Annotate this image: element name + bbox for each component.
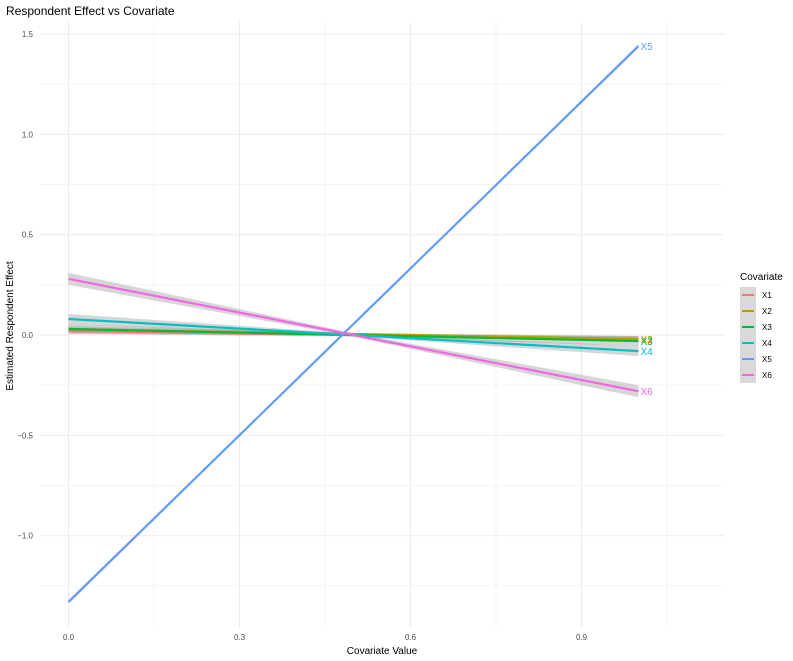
chart-title: Respondent Effect vs Covariate: [6, 4, 175, 18]
x-tick-label: 0.6: [405, 633, 417, 642]
legend-label-x1: X1: [762, 291, 772, 300]
legend-label-x6: X6: [762, 371, 772, 380]
series-line-x5: [67, 45, 640, 603]
y-tick-label: 1.0: [22, 130, 34, 139]
end-label-x4: X4: [641, 347, 654, 358]
y-axis-ticks: −1.0 −0.5 0.0 0.5 1.0 1.5: [17, 30, 33, 541]
y-tick-label: −0.5: [17, 431, 33, 440]
end-label-x3: X3: [641, 337, 654, 348]
x-tick-label: 0.3: [234, 633, 246, 642]
series-lines: [67, 45, 640, 603]
legend-label-x5: X5: [762, 355, 772, 364]
x-tick-label: 0.0: [63, 633, 75, 642]
legend-label-x2: X2: [762, 307, 772, 316]
y-tick-label: 0.0: [22, 331, 34, 340]
y-axis-title: Estimated Respondent Effect: [5, 261, 16, 391]
legend: Covariate X1 X2 X3 X4 X5 X6: [740, 272, 783, 383]
y-tick-label: −1.0: [17, 532, 33, 541]
legend-label-x4: X4: [762, 339, 772, 348]
end-label-x6: X6: [641, 387, 654, 398]
end-label-x5: X5: [641, 42, 654, 53]
end-label-x1: X1: [641, 335, 654, 346]
end-label-x2: X2: [641, 335, 654, 346]
x-tick-label: 0.9: [576, 633, 588, 642]
y-tick-label: 0.5: [22, 231, 34, 240]
x-axis-ticks: 0.0 0.3 0.6 0.9: [63, 633, 588, 642]
x-axis-title: Covariate Value: [347, 646, 418, 657]
y-tick-label: 1.5: [22, 30, 34, 39]
legend-label-x3: X3: [762, 323, 772, 332]
legend-title: Covariate: [740, 272, 783, 283]
series-line-x6: [68, 277, 639, 393]
